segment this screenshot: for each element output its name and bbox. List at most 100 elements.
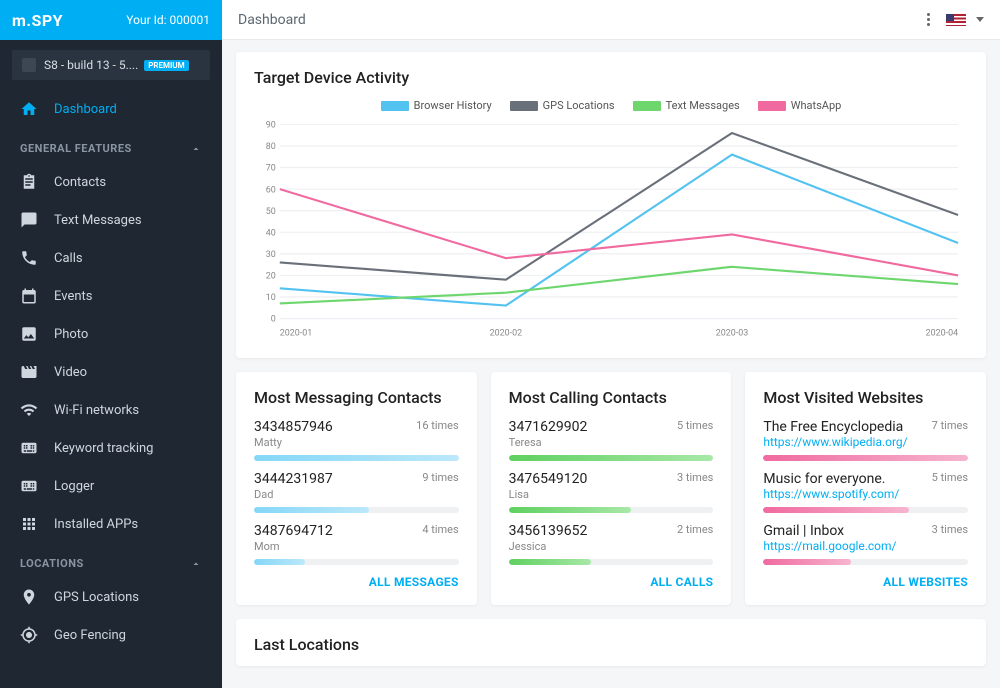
section-header-locations[interactable]: LOCATIONS bbox=[0, 543, 222, 578]
topbar: Dashboard bbox=[222, 0, 1000, 40]
calendar-icon bbox=[20, 287, 38, 305]
sidebar-item-label: GPS Locations bbox=[54, 590, 139, 605]
websites-title: Most Visited Websites bbox=[763, 388, 968, 407]
sidebar-item-label: Geo Fencing bbox=[54, 628, 126, 643]
content-scroll: Target Device Activity Browser HistoryGP… bbox=[222, 40, 1000, 688]
svg-text:20: 20 bbox=[266, 270, 276, 281]
website-url[interactable]: https://mail.google.com/ bbox=[763, 539, 896, 553]
legend-swatch bbox=[510, 101, 538, 111]
page-title: Dashboard bbox=[238, 12, 306, 28]
keyboard-icon bbox=[20, 439, 38, 457]
legend-swatch bbox=[381, 101, 409, 111]
sidebar-item-label: Photo bbox=[54, 327, 88, 342]
website-title: The Free Encyclopedia bbox=[763, 419, 907, 435]
calling-card: Most Calling Contacts 3471629902 Teresa … bbox=[491, 372, 732, 605]
contact-number: 3434857946 bbox=[254, 419, 333, 435]
contact-number: 3487694712 bbox=[254, 523, 333, 539]
svg-text:60: 60 bbox=[266, 184, 276, 195]
logo: m.SPY bbox=[12, 11, 63, 30]
list-item: Gmail | Inbox https://mail.google.com/ 3… bbox=[763, 523, 968, 565]
contact-number: 3471629902 bbox=[509, 419, 588, 435]
contact-name: Jessica bbox=[509, 540, 588, 553]
sidebar-item-label: Wi-Fi networks bbox=[54, 403, 139, 418]
legend-label: WhatsApp bbox=[791, 99, 842, 112]
last-locations-card: Last Locations bbox=[236, 619, 986, 666]
section-label: GENERAL FEATURES bbox=[20, 142, 132, 155]
svg-text:2020-01: 2020-01 bbox=[280, 327, 312, 338]
progress-bar bbox=[254, 507, 459, 513]
video-icon bbox=[20, 363, 38, 381]
sidebar-item-events[interactable]: Events bbox=[0, 277, 222, 315]
sidebar-item-label: Calls bbox=[54, 251, 83, 266]
calling-title: Most Calling Contacts bbox=[509, 388, 714, 407]
contact-times: 16 times bbox=[416, 419, 459, 432]
chevron-up-icon bbox=[190, 558, 202, 570]
website-url[interactable]: https://www.spotify.com/ bbox=[763, 487, 899, 501]
sidebar-item-label: Events bbox=[54, 289, 92, 304]
sidebar-item-dashboard[interactable]: Dashboard bbox=[0, 90, 222, 128]
sidebar: m.SPY Your Id: 000001 S8 - build 13 - 5.… bbox=[0, 0, 222, 688]
sidebar-item-logger[interactable]: Logger bbox=[0, 467, 222, 505]
flag-us-icon bbox=[946, 14, 966, 26]
keyboard-icon bbox=[20, 477, 38, 495]
sidebar-item-video[interactable]: Video bbox=[0, 353, 222, 391]
target-icon bbox=[20, 626, 38, 644]
sidebar-item-text-messages[interactable]: Text Messages bbox=[0, 201, 222, 239]
website-url[interactable]: https://www.wikipedia.org/ bbox=[763, 435, 907, 449]
all-calls-link[interactable]: ALL CALLS bbox=[509, 575, 714, 589]
phone-icon bbox=[20, 249, 38, 267]
user-id-label: Your Id: 000001 bbox=[126, 13, 210, 27]
legend-label: Browser History bbox=[414, 99, 492, 112]
section-header-general[interactable]: GENERAL FEATURES bbox=[0, 128, 222, 163]
main-area: Dashboard Target Device Activity Browser… bbox=[222, 0, 1000, 688]
messaging-title: Most Messaging Contacts bbox=[254, 388, 459, 407]
website-title: Music for everyone. bbox=[763, 471, 899, 487]
contact-name: Teresa bbox=[509, 436, 588, 449]
svg-text:40: 40 bbox=[266, 227, 276, 238]
clipboard-icon bbox=[20, 173, 38, 191]
sidebar-item-wi-fi-networks[interactable]: Wi-Fi networks bbox=[0, 391, 222, 429]
sidebar-item-keyword-tracking[interactable]: Keyword tracking bbox=[0, 429, 222, 467]
legend-item: Text Messages bbox=[633, 99, 740, 112]
sidebar-item-gps-locations[interactable]: GPS Locations bbox=[0, 578, 222, 616]
all-websites-link[interactable]: ALL WEBSITES bbox=[763, 575, 968, 589]
svg-text:10: 10 bbox=[266, 292, 276, 303]
contact-number: 3456139652 bbox=[509, 523, 588, 539]
all-messages-link[interactable]: ALL MESSAGES bbox=[254, 575, 459, 589]
svg-text:30: 30 bbox=[266, 249, 276, 260]
device-selector[interactable]: S8 - build 13 - 5.... PREMIUM bbox=[12, 50, 210, 80]
device-label: S8 - build 13 - 5.... bbox=[44, 58, 138, 72]
contact-times: 9 times bbox=[422, 471, 458, 484]
sidebar-item-geo-fencing[interactable]: Geo Fencing bbox=[0, 616, 222, 654]
progress-bar bbox=[763, 559, 968, 565]
progress-bar bbox=[763, 455, 968, 461]
svg-text:70: 70 bbox=[266, 162, 276, 173]
language-dropdown[interactable] bbox=[976, 17, 984, 22]
sidebar-item-contacts[interactable]: Contacts bbox=[0, 163, 222, 201]
activity-card: Target Device Activity Browser HistoryGP… bbox=[236, 52, 986, 358]
legend-swatch bbox=[758, 101, 786, 111]
svg-text:0: 0 bbox=[271, 313, 276, 324]
sidebar-item-label: Installed APPs bbox=[54, 517, 138, 532]
websites-card: Most Visited Websites The Free Encyclope… bbox=[745, 372, 986, 605]
list-item: 3434857946 Matty 16 times bbox=[254, 419, 459, 461]
svg-text:2020-02: 2020-02 bbox=[490, 327, 522, 338]
contact-number: 3476549120 bbox=[509, 471, 588, 487]
website-times: 7 times bbox=[932, 419, 968, 432]
sidebar-item-label: Text Messages bbox=[54, 213, 142, 228]
last-locations-title: Last Locations bbox=[254, 635, 968, 654]
activity-chart: 01020304050607080902020-012020-022020-03… bbox=[254, 118, 968, 342]
sidebar-item-installed-apps[interactable]: Installed APPs bbox=[0, 505, 222, 543]
sidebar-item-calls[interactable]: Calls bbox=[0, 239, 222, 277]
website-times: 3 times bbox=[932, 523, 968, 536]
legend-label: GPS Locations bbox=[543, 99, 615, 112]
contact-times: 5 times bbox=[677, 419, 713, 432]
more-menu-button[interactable] bbox=[920, 12, 936, 28]
topbar-right bbox=[920, 12, 984, 28]
list-item: 3487694712 Mom 4 times bbox=[254, 523, 459, 565]
logo-bar: m.SPY Your Id: 000001 bbox=[0, 0, 222, 40]
chat-icon bbox=[20, 211, 38, 229]
sidebar-item-label: Dashboard bbox=[54, 102, 117, 117]
section-label: LOCATIONS bbox=[20, 557, 84, 570]
sidebar-item-photo[interactable]: Photo bbox=[0, 315, 222, 353]
